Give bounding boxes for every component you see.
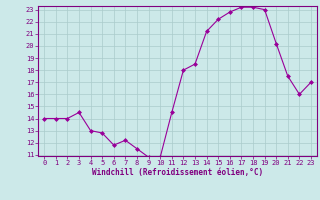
X-axis label: Windchill (Refroidissement éolien,°C): Windchill (Refroidissement éolien,°C) — [92, 168, 263, 177]
